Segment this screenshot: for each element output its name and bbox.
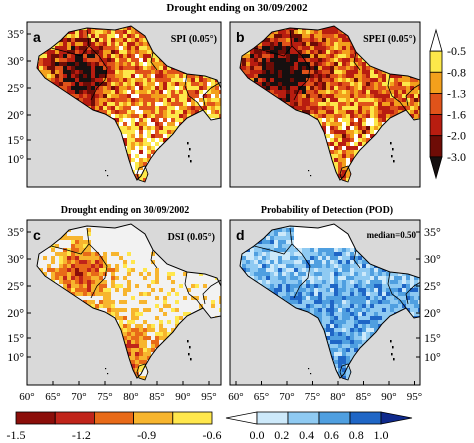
colorbar-tick-label: -0.6: [203, 428, 222, 442]
colorbar-dsi: -1.5 -1.2 -0.9 -0.6: [7, 411, 222, 442]
lat-tick-label: 35°: [7, 27, 24, 41]
lon-tick-label: 65°: [45, 391, 60, 403]
lon-tick-label: 85°: [356, 391, 371, 403]
colorbar-tick-label: 0.4: [299, 428, 314, 442]
colorbar-segment: [94, 411, 135, 425]
colorbar-tick-label: -0.5: [447, 44, 466, 58]
colorbar-segment: [349, 411, 382, 425]
longitude-axis-left: 60° 65° 70° 75° 80° 85° 90° 95°: [19, 381, 217, 403]
lon-tick-label: 70°: [279, 391, 294, 403]
latitude-axis-left-bottom: 35° 30° 25° 20° 15° 10°: [7, 225, 31, 364]
figure-title-bottom-left: Drought ending on 30/09/2002: [61, 205, 189, 216]
panel-a: a SPI (0.05°): [26, 21, 222, 188]
lon-tick-label: 70°: [71, 391, 86, 403]
lat-tick-label: 20°: [7, 306, 24, 320]
panel-d-label: median=0.50: [367, 230, 417, 240]
colorbar-segment: [133, 411, 174, 425]
panel-a-letter: a: [33, 29, 41, 45]
lon-tick-label: 95°: [201, 391, 216, 403]
lon-tick-label: 60°: [228, 391, 243, 403]
colorbar-segment: [429, 156, 443, 180]
lon-tick-label: 95°: [407, 391, 422, 403]
colorbar-pod: 0.0 0.2 0.4 0.6 0.8 1.0: [225, 411, 413, 442]
lat-tick-label: 10°: [7, 350, 24, 364]
colorbar-segment: [287, 411, 320, 425]
colorbar-tick-label: 1.0: [374, 428, 389, 442]
lon-tick-label: 90°: [381, 391, 396, 403]
lat-tick-label: 35°: [424, 225, 441, 239]
colorbar-tick-label: -0.9: [137, 428, 156, 442]
lat-tick-label: 30°: [7, 54, 24, 68]
colorbar-tick-label: 0.6: [324, 428, 339, 442]
lat-tick-label: 25°: [7, 81, 24, 95]
panel-c-label: DSI (0.05°): [168, 232, 215, 243]
panel-c-letter: c: [33, 227, 41, 243]
colorbar-tick-label: -1.3: [447, 86, 466, 100]
panel-c: c DSI (0.05°): [26, 219, 222, 386]
panel-b-label: SPEI (0.05°): [363, 34, 416, 45]
colorbar-tick-label: 0.0: [250, 428, 265, 442]
figure-title-top: Drought ending on 30/09/2002: [166, 2, 308, 14]
lat-tick-label: 30°: [7, 252, 24, 266]
lat-tick-label: 20°: [424, 306, 441, 320]
panel-d-letter: d: [236, 227, 245, 243]
panel-d: d median=0.50: [229, 219, 421, 386]
colorbar-segment: [172, 411, 213, 425]
lat-tick-label: 20°: [7, 108, 24, 122]
colorbar-tick-label: -1.5: [7, 428, 26, 442]
colorbar-tick-label: 0.2: [274, 428, 289, 442]
panel-a-label: SPI (0.05°): [171, 34, 217, 45]
panel-b: b SPEI (0.05°): [229, 21, 421, 188]
lon-tick-label: 80°: [330, 391, 345, 403]
colorbar-tick-label: -0.8: [447, 65, 466, 79]
colorbar-segment: [15, 411, 56, 425]
colorbar-segment: [318, 411, 351, 425]
lat-tick-label: 15°: [424, 331, 441, 345]
longitude-axis-right: 60° 65° 70° 75° 80° 85° 90° 95°: [228, 381, 422, 403]
colorbar-tick-label: -1.2: [72, 428, 91, 442]
colorbar-segment: [256, 411, 289, 425]
colorbar-tick-label: -3.0: [447, 150, 466, 164]
colorbar-segment: [429, 135, 443, 158]
lat-tick-label: 25°: [7, 279, 24, 293]
colorbar-segment: [225, 411, 258, 425]
colorbar-segment: [429, 71, 443, 94]
latitude-axis-left: 35° 30° 25° 20° 15° 10°: [7, 27, 31, 166]
panel-b-letter: b: [236, 29, 245, 45]
lat-tick-label: 35°: [7, 225, 24, 239]
lat-tick-label: 25°: [424, 279, 441, 293]
lon-tick-label: 80°: [123, 391, 138, 403]
colorbar-segment: [380, 411, 413, 425]
latitude-axis-right-bottom: 35° 30° 25° 20° 15° 10°: [416, 225, 441, 364]
lat-tick-label: 15°: [7, 331, 24, 345]
lon-tick-label: 75°: [305, 391, 320, 403]
colorbar-segment: [429, 28, 443, 52]
colorbar-drought-index: -0.5 -0.8 -1.3 -1.6 -2.0 -3.0: [429, 28, 466, 180]
colorbar-segment: [54, 411, 95, 425]
colorbar-tick-label: -2.0: [447, 129, 466, 143]
lon-tick-label: 85°: [149, 391, 164, 403]
colorbar-segment: [429, 93, 443, 115]
colorbar-segment: [429, 50, 443, 73]
lat-tick-label: 10°: [424, 350, 441, 364]
colorbar-segment: [429, 114, 443, 137]
colorbar-tick-label: 0.8: [349, 428, 364, 442]
figure-title-bottom-right: Probability of Detection (POD): [261, 205, 393, 216]
lat-tick-label: 15°: [7, 133, 24, 147]
lon-tick-label: 75°: [97, 391, 112, 403]
colorbar-tick-label: -1.6: [447, 108, 466, 122]
lon-tick-label: 90°: [175, 391, 190, 403]
lon-tick-label: 60°: [19, 391, 34, 403]
lon-tick-label: 65°: [254, 391, 269, 403]
lat-tick-label: 10°: [7, 152, 24, 166]
lat-tick-label: 30°: [424, 252, 441, 266]
